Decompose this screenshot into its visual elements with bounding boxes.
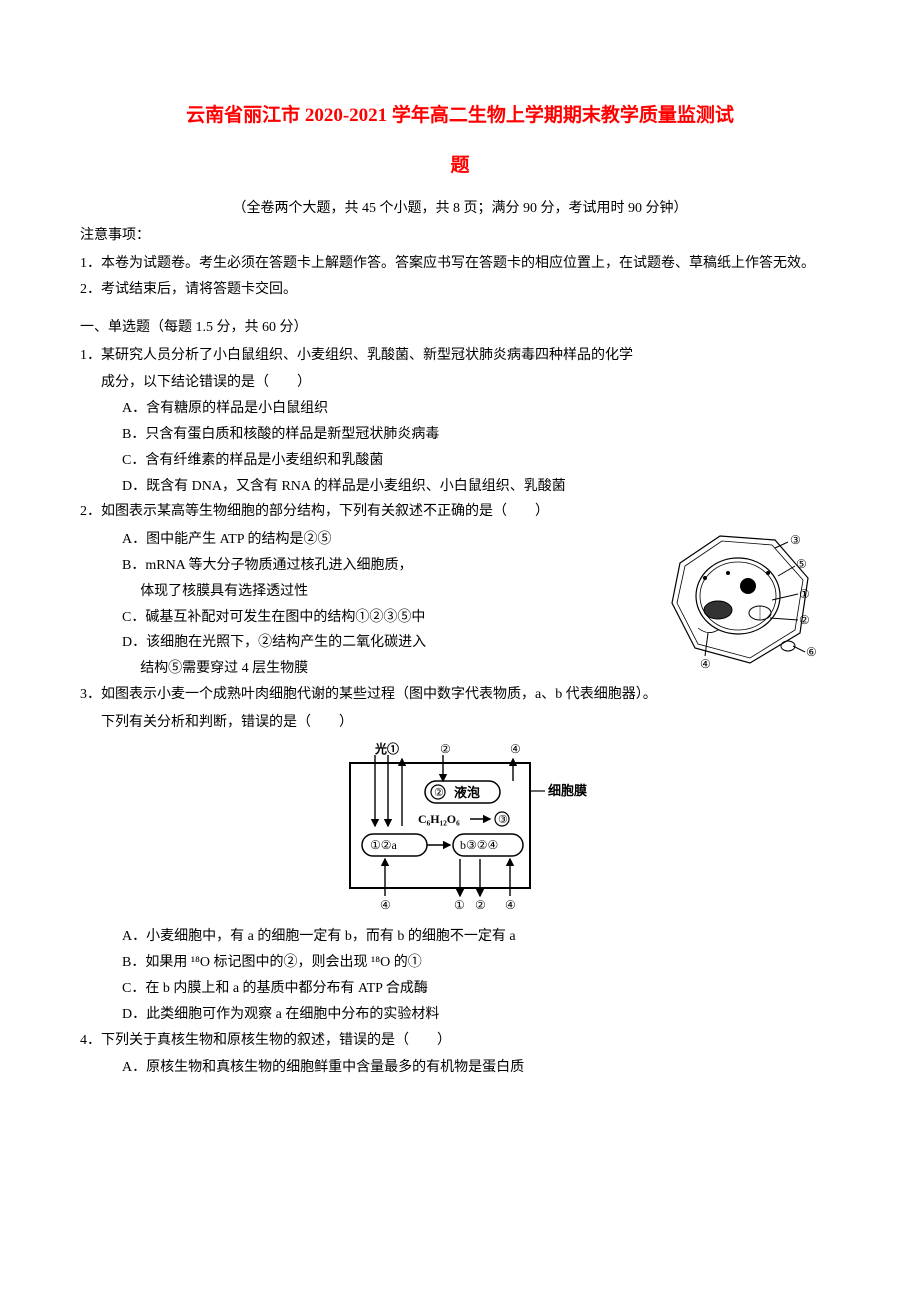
q3-stem-line2: 下列有关分析和判断，错误的是（ ） [80,711,840,735]
q1-stem-line1: 1．某研究人员分析了小白鼠组织、小麦组织、乳酸菌、新型冠状肺炎病毒四种样品的化学 [80,344,840,368]
q3-vacuole-label: 液泡 [454,785,480,800]
cell-label-2: ② [799,613,810,627]
q4-option-a: A．原核生物和真核生物的细胞鲜重中含量最多的有机物是蛋白质 [80,1056,840,1080]
q3-bottom-2: ② [475,898,486,911]
q3-circled-3: ③ [498,814,508,826]
q1-option-b: B．只含有蛋白质和核酸的样品是新型冠状肺炎病毒 [80,423,840,447]
notice-label: 注意事项： [80,224,840,248]
q3-formula: C₆H₁₂O₆ [418,812,460,826]
q3-option-a: A．小麦细胞中，有 a 的细胞一定有 b，而有 b 的细胞不一定有 a [80,925,840,949]
cell-label-1: ① [799,587,810,601]
q1-stem-line2: 成分，以下结论错误的是（ ） [80,371,840,395]
q3-organelle-a: ①②a [370,838,398,852]
q2-option-b-line2: 体现了核膜具有选择透过性 [80,580,600,604]
q2-option-b-line1: B．mRNA 等大分子物质通过核孔进入细胞质， [80,554,600,578]
q2-option-a: A．图中能产生 ATP 的结构是②⑤ [80,528,600,552]
cell-label-5: ⑤ [796,557,807,571]
q2-options: A．图中能产生 ATP 的结构是②⑤ B．mRNA 等大分子物质通过核孔进入细胞… [80,528,600,681]
q3-stem-line1: 3．如图表示小麦一个成熟叶肉细胞代谢的某些过程（图中数字代表物质，a、b 代表细… [80,683,840,707]
q2-option-d-line2: 结构⑤需要穿过 4 层生物膜 [80,657,600,681]
q2-option-c: C．碱基互补配对可发生在图中的结构①②③⑤中 [80,606,600,630]
notice-2: 2．考试结束后，请将答题卡交回。 [80,278,840,302]
q3-bottom-1: ① [454,898,465,911]
q3-vacuole-circled-2: ② [434,787,444,799]
q1-option-d: D．既含有 DNA，又含有 RNA 的样品是小麦组织、小白鼠组织、乳酸菌 [80,475,840,499]
cell-label-3: ③ [790,533,801,547]
q3-top-label-light: 光① [374,741,399,756]
q3-bottom-4a: ④ [380,898,391,911]
q1-option-a: A．含有糖原的样品是小白鼠组织 [80,397,840,421]
section-1-header: 一、单选题（每题 1.5 分，共 60 分） [80,316,840,340]
q2-container: A．图中能产生 ATP 的结构是②⑤ B．mRNA 等大分子物质通过核孔进入细胞… [80,528,840,681]
q3-option-c: C．在 b 内膜上和 a 的基质中都分布有 ATP 合成酶 [80,977,840,1001]
exam-title-line1: 云南省丽江市 2020-2021 学年高二生物上学期期末教学质量监测试 [80,100,840,132]
cell-label-4: ④ [700,657,711,671]
q3-top-label-4: ④ [510,742,521,756]
q2-option-d-line1: D．该细胞在光照下，②结构产生的二氧化碳进入 [80,631,600,655]
q3-option-d: D．此类细胞可作为观察 a 在细胞中分布的实验材料 [80,1003,840,1027]
q3-top-label-2: ② [440,742,451,756]
q4-stem: 4．下列关于真核生物和原核生物的叙述，错误的是（ ） [80,1029,840,1053]
q3-diagram-wrapper: 光① ② ④ ② 液泡 细胞膜 C₆H₁₂O₆ ③ ①②a b③②④ ④ ① ②… [80,741,840,920]
q1-option-c: C．含有纤维素的样品是小麦组织和乳酸菌 [80,449,840,473]
q3-bottom-4b: ④ [505,898,516,911]
notice-1: 1．本卷为试题卷。考生必须在答题卡上解题作答。答案应书写在答题卡的相应位置上，在… [80,252,840,276]
exam-subtitle: （全卷两个大题，共 45 个小题，共 8 页；满分 90 分，考试用时 90 分… [80,197,840,221]
exam-title-line2: 题 [80,150,840,182]
cell-diagram: ③ ⑤ ① ② ⑥ ④ [660,528,820,673]
q3-organelle-b: b③②④ [460,838,498,852]
q3-membrane-label: 细胞膜 [548,783,587,798]
cell-label-6: ⑥ [806,645,817,659]
q2-stem: 2．如图表示某高等生物细胞的部分结构，下列有关叙述不正确的是（ ） [80,500,840,524]
q3-option-b: B．如果用 ¹⁸O 标记图中的②，则会出现 ¹⁸O 的① [80,951,840,975]
metabolism-diagram: 光① ② ④ ② 液泡 细胞膜 C₆H₁₂O₆ ③ ①②a b③②④ ④ ① ②… [330,741,590,911]
